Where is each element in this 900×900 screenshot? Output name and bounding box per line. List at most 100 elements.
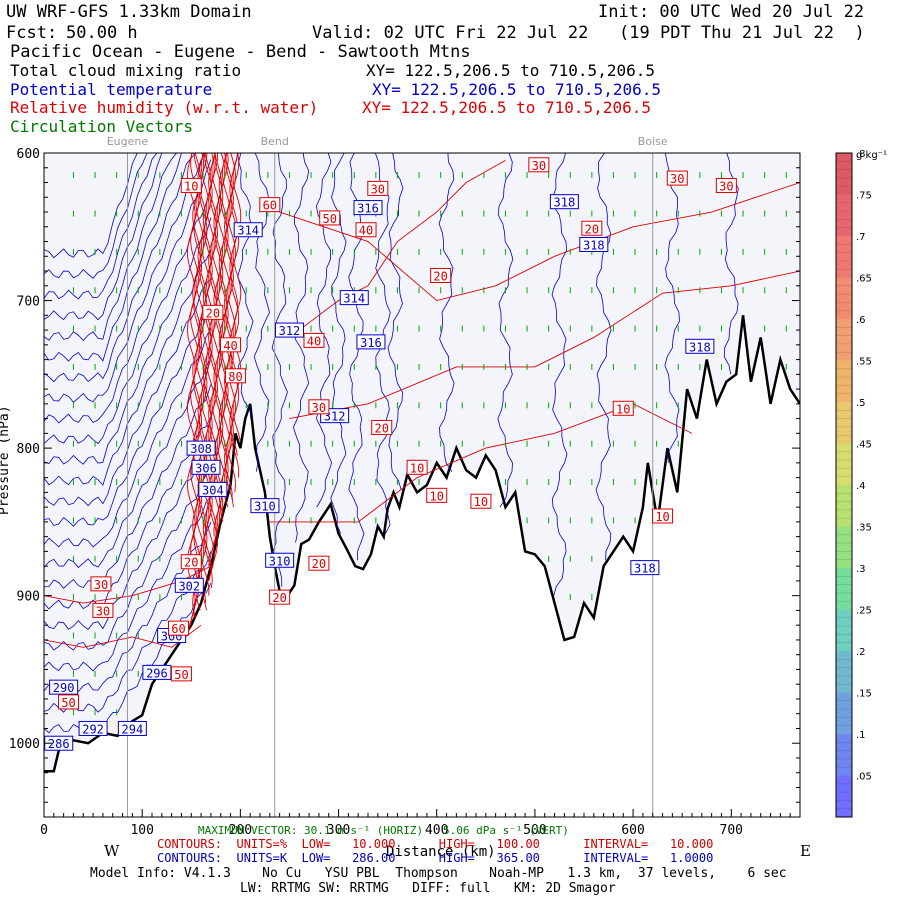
theta-contour-label: 318: [689, 340, 711, 354]
theta-contour-label: 308: [190, 442, 212, 456]
colorbar-segment: [836, 153, 852, 195]
rh-contour-label-box: [224, 368, 246, 384]
theta-contour-label-box: [117, 720, 147, 736]
model-info-physics: LW: RRTMG SW: RRTMG DIFF: full KM: 2D Sm…: [240, 881, 616, 896]
rh-contour-label-box: [367, 180, 389, 196]
theta-contour-label: 318: [554, 196, 576, 210]
rh-contour-label: 30: [532, 159, 546, 173]
colorbar-segment: [836, 775, 852, 817]
rh-contour-label: 80: [228, 370, 242, 384]
rh-contour-line: [198, 153, 208, 611]
theta-contour-label: 310: [269, 554, 291, 568]
theta-contour-label: 302: [178, 579, 200, 593]
theta-contour-label-box: [630, 560, 660, 576]
rh-contour-label: 40: [359, 224, 373, 238]
rh-contour-label-box: [168, 620, 190, 636]
colorbar-frame: [835, 152, 853, 818]
rh-contour-line: [229, 153, 239, 456]
forecast-label: Fcst:: [6, 23, 58, 43]
isentrope-line: [348, 153, 365, 561]
colorbar-tick-label: .45: [856, 440, 872, 451]
west-direction: W: [104, 842, 120, 860]
rh-contour-line: [192, 153, 201, 618]
init-time: Init: 00 UTC Wed 20 Jul 22: [598, 2, 865, 22]
rh-contour-label: 20: [433, 269, 447, 283]
y-axis-label: Pressure (hPa): [0, 405, 12, 515]
x-tick-label: 700: [720, 823, 743, 838]
isentrope-line: [497, 153, 514, 508]
rh-contour-label-box: [581, 220, 603, 236]
rh-contour-label: 30: [312, 401, 326, 415]
isentrope-line: [664, 153, 680, 463]
theta-contour-info: CONTOURS: UNITS=K LOW= 286.00 HIGH= 365.…: [157, 851, 714, 865]
theta-contour-label-box: [250, 498, 280, 514]
rh-contour-line: [230, 153, 240, 478]
rh-contour-label-box: [319, 210, 341, 226]
field-name-vectors: Circulation Vectors: [10, 117, 194, 136]
rh-contour-label-box: [303, 332, 325, 348]
rh-contour-label-box: [308, 399, 330, 415]
rh-contour-line: [289, 270, 800, 420]
rh-contour-line: [232, 153, 242, 441]
colorbar-segment: [836, 443, 852, 485]
rh-contour-label: 60: [263, 199, 277, 213]
rh-contour-label-box: [58, 694, 80, 710]
rh-contour-label: 10: [616, 402, 630, 416]
model-domain-title: UW WRF-GFS 1.33km Domain: [6, 2, 252, 22]
theta-contour-label-box: [274, 322, 304, 338]
model-info: Model Info: V4.1.3 No Cu YSU PBL Thompso…: [90, 866, 787, 881]
rh-contour-label: 50: [61, 696, 75, 710]
colorbar-tick-label: .05: [856, 772, 872, 783]
colorbar-segment: [836, 236, 852, 278]
colorbar-segment: [836, 526, 852, 568]
rh-contour-label: 40: [223, 339, 237, 353]
rh-contour-label-box: [406, 459, 428, 475]
colorbar-segment: [836, 402, 852, 444]
x-axis-label: Distance (km): [386, 844, 496, 860]
rh-contour-line: [193, 153, 203, 618]
theta-contour-label: 318: [634, 562, 656, 576]
rh-contour-label-box: [92, 602, 114, 618]
colorbar-segment: [836, 319, 852, 361]
isentrope-line: [723, 153, 739, 375]
colorbar-segment: [836, 568, 852, 610]
theta-contour-label: 294: [122, 722, 144, 736]
forecast-hour: 50.00 h: [66, 23, 138, 43]
rh-contour-label-box: [220, 337, 242, 353]
rh-contour-label: 60: [171, 622, 185, 636]
rh-contour-label-box: [170, 666, 192, 682]
x-tick-label: 0: [40, 823, 48, 838]
rh-contour-label: 20: [184, 556, 198, 570]
field-name-cloud: Total cloud mixing ratio: [10, 61, 242, 80]
rh-contour-label-box: [308, 555, 330, 571]
isentrope-line: [330, 153, 347, 534]
colorbar-tick-label: .65: [856, 274, 872, 285]
theta-contour-label: 318: [583, 238, 605, 252]
rh-contour-label: 20: [206, 306, 220, 320]
rh-contour-label-box: [269, 589, 291, 605]
rh-contour-line: [218, 153, 228, 515]
isentrope-line: [438, 153, 455, 472]
theta-contour-label-box: [685, 338, 715, 354]
colorbar-tick-label: .4: [856, 481, 866, 492]
x-tick-label: 400: [425, 823, 448, 838]
isentrope-line: [551, 153, 568, 596]
theta-contour-label-box: [78, 720, 108, 736]
rh-contour-label: 30: [719, 179, 733, 193]
field-name-rh: Relative humidity (w.r.t. water): [10, 98, 319, 117]
colorbar-segment: [836, 277, 852, 319]
colorbar-segment: [836, 651, 852, 693]
rh-contour-line: [227, 153, 237, 493]
colorbar-segment: [836, 734, 852, 776]
colorbar-tick-label: .2: [856, 647, 866, 658]
y-tick-label: 800: [17, 442, 40, 457]
y-tick-label: 900: [17, 590, 40, 605]
theta-contour-label: 304: [202, 483, 224, 497]
theta-contour-label-box: [233, 222, 263, 238]
rh-contour-label-box: [470, 493, 492, 509]
rh-contour-label: 50: [174, 668, 188, 682]
rh-contour-label: 10: [474, 495, 488, 509]
colorbar-tick-label: .25: [856, 606, 872, 617]
x-tick-label: 500: [523, 823, 546, 838]
rh-contour-label: 30: [94, 578, 108, 592]
